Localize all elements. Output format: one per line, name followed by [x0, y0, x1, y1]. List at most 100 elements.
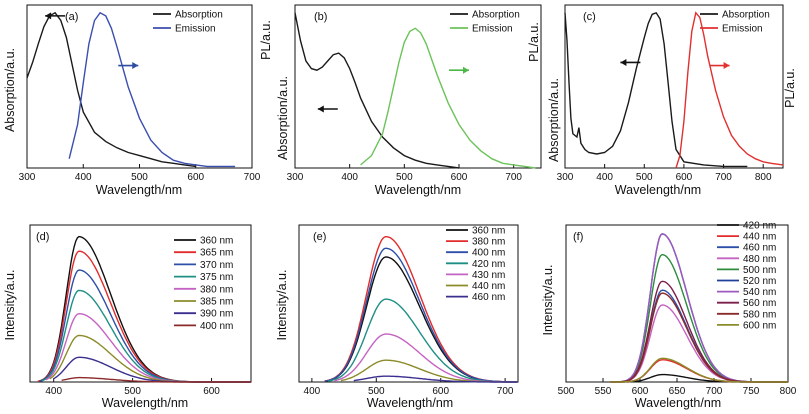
panel-d-xlabel: Wavelength/nm [102, 396, 188, 410]
panel-d-legend-label: 365 nm [200, 248, 233, 259]
panel-e-xtick-label: 600 [432, 386, 449, 397]
panel-f-xtick-label: 650 [669, 386, 686, 397]
panel-c-xlabel: Wavelength/nm [615, 183, 701, 197]
panel-d-legend-label: 360 nm [200, 236, 233, 247]
panel-d-legend-label: 390 nm [200, 309, 233, 320]
panel-c-legend-label: Emission [722, 24, 763, 35]
panel-e-xtick-label: 700 [497, 386, 514, 397]
panel-c-plot: 300 400 500 600 700 800 Absorption Emission [557, 4, 784, 183]
panel-c: Absorption/a.u. PL/a.u. PL/a.u. Waveleng… [527, 11, 797, 197]
panel-a-label: (a) [65, 11, 78, 23]
panel-f-xtick-label: 700 [706, 386, 723, 397]
panel-b-ylabel-top: PL/a.u. [259, 20, 273, 60]
panel-c-ylabel-right: PL/a.u. [783, 68, 797, 108]
panel-e-frame [298, 224, 519, 383]
panel-b: Absorption/a.u. PL/a.u. Wavelength/nm (b… [259, 11, 461, 197]
panel-d-legend-label: 375 nm [200, 272, 233, 283]
panel-c-xtick-label: 400 [596, 172, 613, 183]
panel-f-xtick-label: 800 [780, 386, 797, 397]
panel-e-legend-label: 420 nm [472, 259, 505, 270]
panel-e-xlabel: Wavelength/nm [367, 396, 453, 410]
panel-d-legend-label: 400 nm [200, 321, 233, 332]
panel-b-legend-label: Absorption [472, 10, 520, 21]
panel-b-ylabel: Absorption/a.u. [276, 76, 290, 160]
panel-f-xtick-label: 600 [632, 386, 649, 397]
panel-c-xtick-label: 300 [557, 172, 574, 183]
panel-f-xtick-label: 550 [595, 386, 612, 397]
panel-d-xtick-label: 400 [45, 386, 62, 397]
panel-b-xtick-label: 500 [396, 172, 413, 183]
panel-e-legend-label: 400 nm [472, 248, 505, 259]
panel-f-legend-label: 580 nm [743, 309, 776, 320]
panel-f-xlabel: Wavelength/nm [635, 396, 721, 410]
panel-a-xtick-label: 700 [244, 172, 261, 183]
panel-b-xlabel: Wavelength/nm [375, 183, 461, 197]
panel-d-legend-label: 380 nm [200, 284, 233, 295]
panel-c-arrowhead-right [723, 62, 730, 70]
panel-b-xtick-label: 700 [505, 172, 522, 183]
panel-b-series-0 [294, 12, 460, 169]
panel-b-xtick-label: 300 [287, 172, 304, 183]
panel-b-plot: 300 400 500 600 700 Absorption Emission [287, 4, 542, 183]
panel-e-xtick-label: 500 [368, 386, 385, 397]
panel-a-ylabel: Absorption/a.u. [3, 48, 17, 132]
panel-c-legend-label: Absorption [722, 10, 770, 21]
panel-d-label: (d) [36, 231, 49, 243]
panel-c-series-0 [564, 11, 748, 168]
panel-a-series-1 [68, 11, 236, 168]
panel-a-xtick-label: 500 [131, 172, 148, 183]
panel-b-frame [294, 4, 542, 169]
panel-a-xlabel: Wavelength/nm [96, 183, 182, 197]
panel-d-xtick-label: 600 [203, 386, 220, 397]
panel-a-xtick-label: 400 [75, 172, 92, 183]
panel-a-xtick-label: 300 [19, 172, 36, 183]
panel-c-frame [564, 4, 784, 169]
panel-c-ylabel-top: PL/a.u. [527, 22, 541, 62]
panel-d-legend-label: 370 nm [200, 260, 233, 271]
panel-d-xtick-label: 500 [124, 386, 141, 397]
panel-a-legend-label: Absorption [175, 10, 223, 21]
panel-f-legend-label: 560 nm [743, 298, 776, 309]
panel-c-xtick-label: 600 [676, 172, 693, 183]
panel-d-ylabel: Intensity/a.u. [3, 270, 17, 341]
panel-e-ylabel: Intensity/a.u. [275, 270, 289, 341]
panel-e-legend-label: 360 nm [472, 226, 505, 237]
panel-a-frame [26, 4, 253, 169]
panel-a-xtick-label: 600 [187, 172, 204, 183]
panel-b-label: (b) [314, 11, 327, 23]
panel-f-legend-label: 540 nm [743, 287, 776, 298]
panel-e-label: (e) [313, 231, 326, 243]
panel-a-series-0 [26, 11, 196, 168]
panel-e: Intensity/a.u. Wavelength/nm (e) [275, 231, 453, 410]
panel-f: Intensity/a.u. Wavelength/nm (f) [541, 231, 721, 410]
panel-e-series-6 [353, 375, 518, 383]
panel-a-legend-label: Emission [175, 24, 216, 35]
panel-f-legend-label: 500 nm [743, 265, 776, 276]
panel-c-xtick-label: 500 [636, 172, 653, 183]
panel-a-arrowhead-right [132, 62, 139, 70]
panel-c-xtick-label: 800 [755, 172, 772, 183]
panel-c-label: (c) [583, 11, 596, 23]
panel-b-series-1 [360, 27, 536, 169]
panel-a: Absorption/a.u. Wavelength/nm (a) [3, 11, 182, 197]
panel-e-legend-label: 430 nm [472, 270, 505, 281]
panel-b-legend-label: Emission [472, 24, 513, 35]
panel-c-arrowhead-left [620, 58, 627, 66]
panel-f-legend-label: 480 nm [743, 254, 776, 265]
panel-f-label: (f) [573, 231, 583, 243]
panel-e-legend-label: 440 nm [472, 281, 505, 292]
panel-b-xtick-label: 400 [341, 172, 358, 183]
panel-f-series-9 [610, 357, 788, 383]
panel-f-legend-label: 420 nm [743, 221, 776, 232]
panel-e-xtick-label: 400 [304, 386, 321, 397]
panel-f-xtick-label: 500 [558, 386, 575, 397]
panel-c-xtick-label: 700 [715, 172, 732, 183]
panel-e-legend-label: 460 nm [472, 292, 505, 303]
panel-d-legend-label: 385 nm [200, 297, 233, 308]
panel-c-ylabel: Absorption/a.u. [547, 78, 561, 162]
panel-b-arrowhead-left [317, 105, 324, 113]
